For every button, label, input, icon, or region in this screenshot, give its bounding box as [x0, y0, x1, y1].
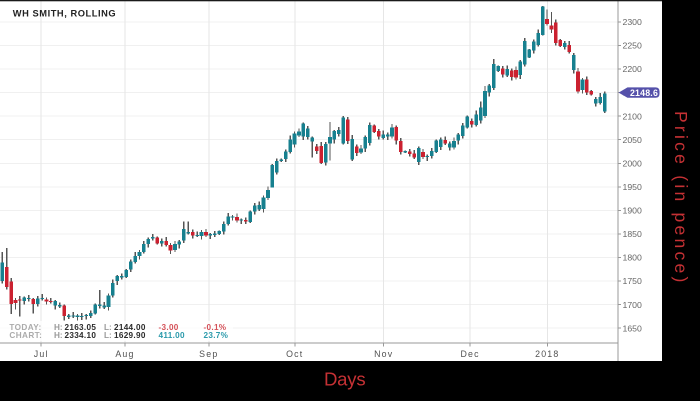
svg-text:L:: L: — [104, 331, 112, 340]
svg-text:1750: 1750 — [623, 276, 642, 286]
svg-text:CHART:: CHART: — [9, 331, 42, 340]
svg-text:Days: Days — [324, 369, 365, 390]
svg-text:411.00: 411.00 — [159, 331, 186, 340]
svg-text:2144.00: 2144.00 — [114, 323, 146, 332]
svg-text:2334.10: 2334.10 — [65, 331, 97, 340]
svg-text:1700: 1700 — [623, 300, 642, 310]
svg-text:1850: 1850 — [623, 229, 642, 239]
svg-text:23.7%: 23.7% — [204, 331, 229, 340]
svg-text:H:: H: — [54, 323, 63, 332]
svg-text:L:: L: — [104, 323, 112, 332]
svg-text:2148.6: 2148.6 — [630, 88, 658, 98]
svg-text:1629.90: 1629.90 — [114, 331, 146, 340]
svg-text:Oct: Oct — [286, 349, 303, 359]
svg-text:-3.00: -3.00 — [159, 323, 179, 332]
svg-text:2050: 2050 — [623, 135, 642, 145]
svg-text:2163.05: 2163.05 — [65, 323, 97, 332]
svg-text:2018: 2018 — [535, 349, 559, 359]
svg-text:2000: 2000 — [623, 158, 642, 168]
svg-text:1800: 1800 — [623, 253, 642, 263]
svg-text:Nov: Nov — [374, 349, 393, 359]
svg-text:1900: 1900 — [623, 206, 642, 216]
svg-text:-0.1%: -0.1% — [204, 323, 227, 332]
svg-text:TODAY:: TODAY: — [9, 323, 41, 332]
svg-text:2100: 2100 — [623, 111, 642, 121]
svg-text:2250: 2250 — [623, 41, 642, 51]
svg-text:WH SMITH, ROLLING: WH SMITH, ROLLING — [13, 8, 116, 18]
svg-text:Price (in pence): Price (in pence) — [671, 111, 691, 286]
svg-text:2300: 2300 — [623, 17, 642, 27]
svg-text:H:: H: — [54, 331, 63, 340]
svg-text:Jul: Jul — [34, 349, 49, 359]
svg-text:Sep: Sep — [199, 349, 218, 359]
svg-text:Dec: Dec — [460, 349, 479, 359]
svg-text:1950: 1950 — [623, 182, 642, 192]
svg-text:Aug: Aug — [115, 349, 134, 359]
svg-text:1650: 1650 — [623, 323, 642, 333]
svg-text:2200: 2200 — [623, 64, 642, 74]
